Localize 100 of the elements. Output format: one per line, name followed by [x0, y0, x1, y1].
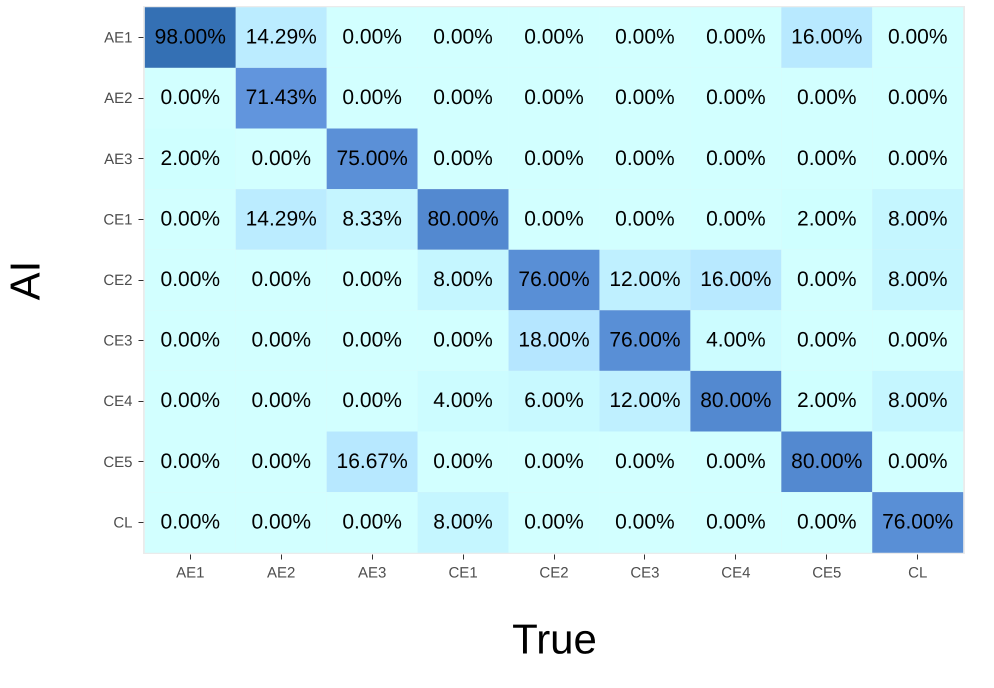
- y-tick-label: CE4: [103, 393, 132, 410]
- data-label: 76.00%: [882, 510, 954, 534]
- x-tick-label: CE1: [448, 564, 478, 582]
- x-tick-label: CL: [908, 564, 928, 582]
- data-label: 0.00%: [615, 207, 675, 230]
- data-label: 0.00%: [524, 26, 584, 49]
- y-tick-label: AE3: [104, 150, 132, 168]
- data-label: 2.00%: [797, 207, 857, 230]
- x-tick-label: AE2: [267, 564, 296, 582]
- data-label: 0.00%: [251, 450, 311, 473]
- data-label: 0.00%: [342, 510, 402, 534]
- data-label: 0.00%: [524, 207, 584, 230]
- data-label: 0.00%: [524, 146, 584, 170]
- data-label: 0.00%: [160, 328, 220, 352]
- data-label: 0.00%: [251, 510, 311, 534]
- data-label: 0.00%: [888, 26, 948, 49]
- data-label: 0.00%: [797, 268, 857, 291]
- x-axis-title: True: [512, 616, 597, 662]
- data-label: 2.00%: [160, 146, 220, 170]
- data-label: 4.00%: [433, 389, 493, 412]
- data-label: 0.00%: [342, 86, 402, 110]
- data-label: 0.00%: [524, 450, 584, 473]
- data-label: 12.00%: [609, 268, 681, 291]
- data-label: 0.00%: [615, 146, 675, 170]
- data-label: 71.43%: [246, 86, 317, 110]
- data-label: 80.00%: [791, 450, 862, 473]
- data-label: 76.00%: [518, 268, 590, 291]
- data-label: 12.00%: [609, 389, 681, 412]
- data-label: 0.00%: [888, 328, 948, 352]
- data-label: 4.00%: [706, 328, 766, 352]
- data-label: 0.00%: [342, 268, 402, 291]
- data-label: 0.00%: [251, 268, 311, 291]
- data-label: 0.00%: [160, 389, 220, 412]
- data-label: 0.00%: [160, 450, 220, 473]
- y-tick-label: AE1: [104, 30, 132, 47]
- data-label: 8.33%: [342, 207, 402, 230]
- data-label: 0.00%: [433, 146, 493, 170]
- data-label: 0.00%: [524, 510, 584, 534]
- data-label: 0.00%: [797, 510, 857, 534]
- data-label: 0.00%: [342, 328, 402, 352]
- data-label: 0.00%: [615, 86, 675, 110]
- data-label: 14.29%: [246, 207, 317, 230]
- data-label: 16.00%: [791, 26, 862, 49]
- data-label: 0.00%: [706, 86, 766, 110]
- data-label: 0.00%: [342, 389, 402, 412]
- data-label: 8.00%: [888, 207, 948, 230]
- data-label: 0.00%: [797, 86, 857, 110]
- data-label: 0.00%: [706, 207, 766, 230]
- data-label: 0.00%: [615, 26, 675, 49]
- data-label: 14.29%: [246, 26, 317, 49]
- x-tick-label: CE4: [721, 564, 750, 582]
- y-tick-label: CE3: [103, 332, 132, 350]
- data-label: 98.00%: [154, 26, 226, 49]
- data-label: 0.00%: [251, 146, 311, 170]
- x-tick-label: AE3: [358, 564, 386, 582]
- data-label: 0.00%: [433, 26, 493, 49]
- data-label: 0.00%: [251, 389, 311, 412]
- data-label: 8.00%: [433, 510, 493, 534]
- y-axis-title: AI: [1, 260, 48, 300]
- y-tick-label: AE2: [104, 90, 132, 108]
- data-label: 18.00%: [518, 328, 590, 352]
- data-label: 8.00%: [888, 389, 948, 412]
- data-label: 0.00%: [615, 450, 675, 473]
- data-label: 8.00%: [888, 268, 948, 291]
- data-label: 0.00%: [888, 86, 948, 110]
- data-label: 0.00%: [797, 328, 857, 352]
- y-tick-label: CE1: [103, 211, 132, 228]
- x-tick-label: CE3: [630, 564, 660, 582]
- x-tick-label: CE5: [812, 564, 842, 582]
- data-label: 0.00%: [888, 450, 948, 473]
- data-label: 75.00%: [336, 146, 408, 170]
- data-label: 80.00%: [700, 389, 772, 412]
- data-label: 16.00%: [700, 268, 772, 291]
- y-tick-label: CE2: [103, 272, 132, 289]
- data-label: 0.00%: [160, 268, 220, 291]
- data-label: 0.00%: [433, 328, 493, 352]
- data-label: 80.00%: [427, 207, 499, 230]
- data-label: 8.00%: [433, 268, 493, 291]
- data-label: 0.00%: [251, 328, 311, 352]
- data-label: 0.00%: [706, 26, 766, 49]
- data-label: 0.00%: [433, 450, 493, 473]
- data-label: 0.00%: [160, 207, 220, 230]
- data-label: 6.00%: [524, 389, 584, 412]
- data-label: 0.00%: [797, 146, 857, 170]
- data-label: 16.67%: [336, 450, 408, 473]
- data-label: 0.00%: [706, 146, 766, 170]
- data-label: 0.00%: [160, 86, 220, 110]
- data-label: 0.00%: [706, 510, 766, 534]
- data-label: 0.00%: [342, 26, 402, 49]
- y-tick-label: CL: [113, 514, 132, 532]
- data-label: 2.00%: [797, 389, 857, 412]
- x-tick-label: AE1: [176, 564, 204, 582]
- data-label: 0.00%: [615, 510, 675, 534]
- data-label: 0.00%: [160, 510, 220, 534]
- y-tick-label: CE5: [103, 454, 132, 471]
- data-label: 76.00%: [609, 328, 681, 352]
- data-label: 0.00%: [888, 146, 948, 170]
- data-label: 0.00%: [706, 450, 766, 473]
- data-label: 0.00%: [524, 86, 584, 110]
- x-tick-label: CE2: [539, 564, 569, 582]
